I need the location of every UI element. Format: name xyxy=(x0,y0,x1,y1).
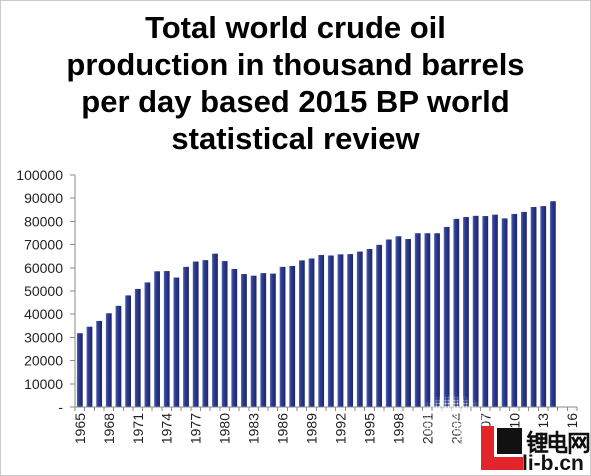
bar-1975 xyxy=(173,277,180,407)
bar-2011 xyxy=(521,211,527,407)
watermark-stipple xyxy=(414,394,490,448)
bar-1994 xyxy=(356,251,363,407)
bar-1997 xyxy=(385,239,392,407)
x-tick-label: 1968 xyxy=(101,413,117,444)
y-tick-label: 20000 xyxy=(24,353,63,369)
bar-1981 xyxy=(231,268,238,407)
y-tick-label: 60000 xyxy=(24,260,63,276)
bar-2013 xyxy=(540,206,547,407)
x-tick-label: 1977 xyxy=(188,413,204,444)
y-tick-label: 30000 xyxy=(24,329,63,345)
bar-2006 xyxy=(472,215,479,407)
watermark-logo xyxy=(481,426,523,470)
bar-1966 xyxy=(86,326,93,407)
bar-1971 xyxy=(134,288,141,407)
bar-1987 xyxy=(289,265,296,407)
y-tick-label: 10000 xyxy=(24,376,63,392)
watermark-logo-dark-block xyxy=(497,428,522,454)
bar-1995 xyxy=(366,249,373,407)
bar-1968 xyxy=(105,313,112,407)
bar-1990 xyxy=(318,255,325,407)
y-tick-label: 50000 xyxy=(24,283,63,299)
bar-1985 xyxy=(270,273,276,407)
axes xyxy=(70,174,578,411)
x-tick-label: 1983 xyxy=(246,413,262,444)
bar-1982 xyxy=(241,274,247,407)
bar-1986 xyxy=(279,266,286,407)
x-tick-label: 1980 xyxy=(217,413,233,444)
y-tick-label: - xyxy=(58,399,63,415)
bar-1972 xyxy=(144,282,151,407)
bar-2000 xyxy=(414,233,421,407)
bars xyxy=(76,201,556,407)
bar-2009 xyxy=(501,218,508,407)
watermark-domain-text: li-b.cn xyxy=(522,452,584,475)
watermark: li-b.cn xyxy=(414,394,590,475)
bar-1991 xyxy=(327,255,334,407)
x-tick-label: 1974 xyxy=(159,413,175,444)
x-tick-label: 1998 xyxy=(390,413,406,444)
bar-1993 xyxy=(347,254,354,407)
y-tick-label: 90000 xyxy=(24,190,63,206)
bar-2001 xyxy=(424,233,431,407)
bar-1978 xyxy=(202,260,209,407)
bar-2007 xyxy=(482,216,489,407)
bar-2010 xyxy=(511,213,518,407)
bar-2005 xyxy=(463,216,469,407)
x-tick-label: 1992 xyxy=(332,413,348,444)
bar-2002 xyxy=(434,233,440,407)
bar-1973 xyxy=(154,271,160,407)
x-tick-label: 1965 xyxy=(72,413,88,444)
x-tick-label: 1995 xyxy=(361,413,377,444)
bar-1969 xyxy=(115,305,122,407)
bar-1965 xyxy=(76,333,83,407)
watermark-glyph-dian xyxy=(548,430,568,454)
bar-1984 xyxy=(260,273,267,407)
bar-1988 xyxy=(298,260,305,407)
y-tick-label: 40000 xyxy=(24,306,63,322)
bar-1977 xyxy=(192,261,199,407)
bar-2003 xyxy=(443,226,450,407)
bar-1979 xyxy=(212,253,218,407)
bar-1996 xyxy=(376,244,382,407)
bar-1992 xyxy=(337,254,344,407)
watermark-brand-glyphs xyxy=(526,430,590,455)
watermark-logo-red-base xyxy=(481,457,523,470)
bar-2014 xyxy=(549,201,556,407)
watermark-glyph-wang xyxy=(568,432,590,455)
y-tick-label: 70000 xyxy=(24,237,63,253)
bar-1976 xyxy=(183,266,189,407)
x-tick-label: 1971 xyxy=(130,413,146,444)
bar-1970 xyxy=(125,295,131,407)
x-tick-label: 1986 xyxy=(275,413,291,444)
x-tick-label: 1989 xyxy=(304,413,320,444)
bar-2008 xyxy=(492,214,498,407)
bar-1998 xyxy=(395,236,402,407)
watermark-glyph-li xyxy=(526,430,549,454)
y-axis-labels: - 10000 20000 30000 40000 50000 60000 70000 8000… xyxy=(16,167,63,415)
bar-1999 xyxy=(405,239,411,407)
y-tick-label: 80000 xyxy=(24,213,63,229)
y-tick-label: 100000 xyxy=(16,167,63,183)
bar-1967 xyxy=(96,320,103,407)
bar-1989 xyxy=(308,258,315,407)
bar-2004 xyxy=(453,218,460,407)
chart-title: Total world crude oil production in thou… xyxy=(66,10,525,156)
bar-1983 xyxy=(250,275,257,407)
bar-2012 xyxy=(530,207,537,407)
bar-1974 xyxy=(163,271,170,407)
bar-1980 xyxy=(221,261,228,407)
